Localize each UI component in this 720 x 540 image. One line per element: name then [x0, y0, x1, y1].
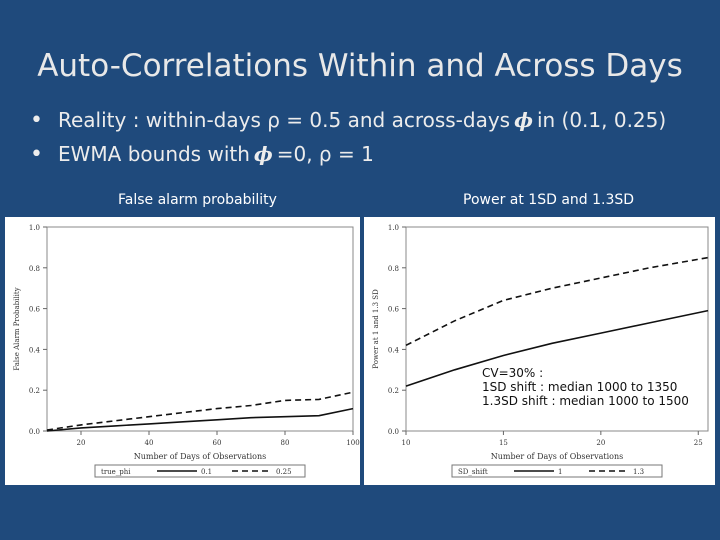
legend-box: [94, 464, 306, 478]
y-tick-label: 0.0: [388, 428, 399, 436]
x-tick-label: 20: [77, 439, 86, 447]
y-tick-label: 0.6: [29, 306, 41, 314]
false-alarm-chart: 0.0 0.2 0.4 0.6 0.8 1.0 20 40 60 80 100 Number of D…: [13, 224, 360, 478]
legend-box: [451, 464, 663, 478]
annotation-line: CV=30% :: [482, 366, 544, 380]
y-tick-label: 1.0: [29, 224, 40, 232]
x-tick-label: 20: [596, 439, 605, 447]
y-axis-label: Power at 1 and 1.3 SD: [372, 289, 380, 369]
series-line-0.25: [46, 391, 354, 431]
x-tick-label: 60: [213, 439, 222, 447]
left-chart-heading: False alarm probability: [118, 192, 277, 208]
x-axis-label: Number of Days of Observations: [491, 452, 623, 461]
right-chart-heading: Power at 1SD and 1.3SD: [463, 192, 635, 208]
x-tick-label: 80: [281, 439, 290, 447]
x-tick-label: 15: [499, 439, 508, 447]
x-tick-label: 100: [346, 439, 359, 447]
legend-label: 0.25: [276, 468, 292, 476]
bullet-dot: •: [30, 141, 43, 167]
annotation-line: 1.3SD shift : median 1000 to 1500: [482, 394, 689, 408]
series-line-0.1: [46, 407, 354, 432]
bullet-text-pre: Reality : within-days ρ = 0.5 and across…: [58, 108, 511, 132]
legend-label: 0.1: [201, 468, 212, 476]
x-axis-label: Number of Days of Observations: [134, 452, 266, 461]
plot-frame: [405, 226, 709, 432]
slide-title: Auto-Correlations Within and Across Days: [37, 48, 683, 84]
y-tick-label: 0.6: [388, 306, 400, 314]
series-line-1.3: [405, 256, 709, 347]
power-chart: 0.0 0.2 0.4 0.6 0.8 1.0 10 15 20 25 Number of Days…: [372, 224, 709, 478]
plot-frame: [46, 226, 354, 432]
series-line-1: [405, 309, 709, 387]
bullet-reality: • Reality : within-days ρ = 0.5 and acro…: [30, 103, 666, 137]
power-chart-panel: 0.0 0.2 0.4 0.6 0.8 1.0 10 15 20 25 Number of Days…: [364, 217, 715, 485]
y-tick-label: 1.0: [388, 224, 399, 232]
x-tick-label: 40: [145, 439, 154, 447]
phi-symbol: 𝝓: [514, 108, 533, 132]
bullet-text-post: in (0.1, 0.25): [536, 108, 667, 132]
y-axis-label: False Alarm Probability: [13, 287, 21, 370]
phi-symbol: 𝝓: [253, 142, 273, 166]
annotation-line: 1SD shift : median 1000 to 1350: [482, 380, 678, 394]
x-tick-label: 10: [402, 439, 411, 447]
legend-label: 1.3: [633, 468, 644, 476]
legend-title: true_phi: [101, 468, 131, 476]
y-tick-label: 0.2: [388, 387, 399, 395]
bullet-text-post: =0, ρ = 1: [276, 142, 374, 166]
cv-annotation: CV=30% : 1SD shift : median 1000 to 1350…: [482, 366, 689, 408]
x-tick-label: 25: [694, 439, 703, 447]
y-tick-label: 0.8: [29, 265, 40, 273]
bullet-list: • Reality : within-days ρ = 0.5 and acro…: [30, 103, 666, 171]
bullet-ewma: • EWMA bounds with 𝝓 =0, ρ = 1: [30, 137, 666, 171]
y-tick-label: 0.8: [388, 265, 399, 273]
bullet-dot: •: [30, 107, 43, 133]
y-tick-label: 0.0: [29, 428, 40, 436]
y-tick-label: 0.4: [29, 346, 41, 354]
legend-title: SD_shift: [458, 468, 488, 476]
y-tick-label: 0.2: [29, 387, 40, 395]
legend-label: 1: [558, 468, 562, 476]
bullet-text-pre: EWMA bounds with: [58, 142, 250, 166]
false-alarm-chart-panel: 0.0 0.2 0.4 0.6 0.8 1.0 20 40 60 80 100 Number of D…: [5, 217, 360, 485]
y-tick-label: 0.4: [388, 346, 400, 354]
